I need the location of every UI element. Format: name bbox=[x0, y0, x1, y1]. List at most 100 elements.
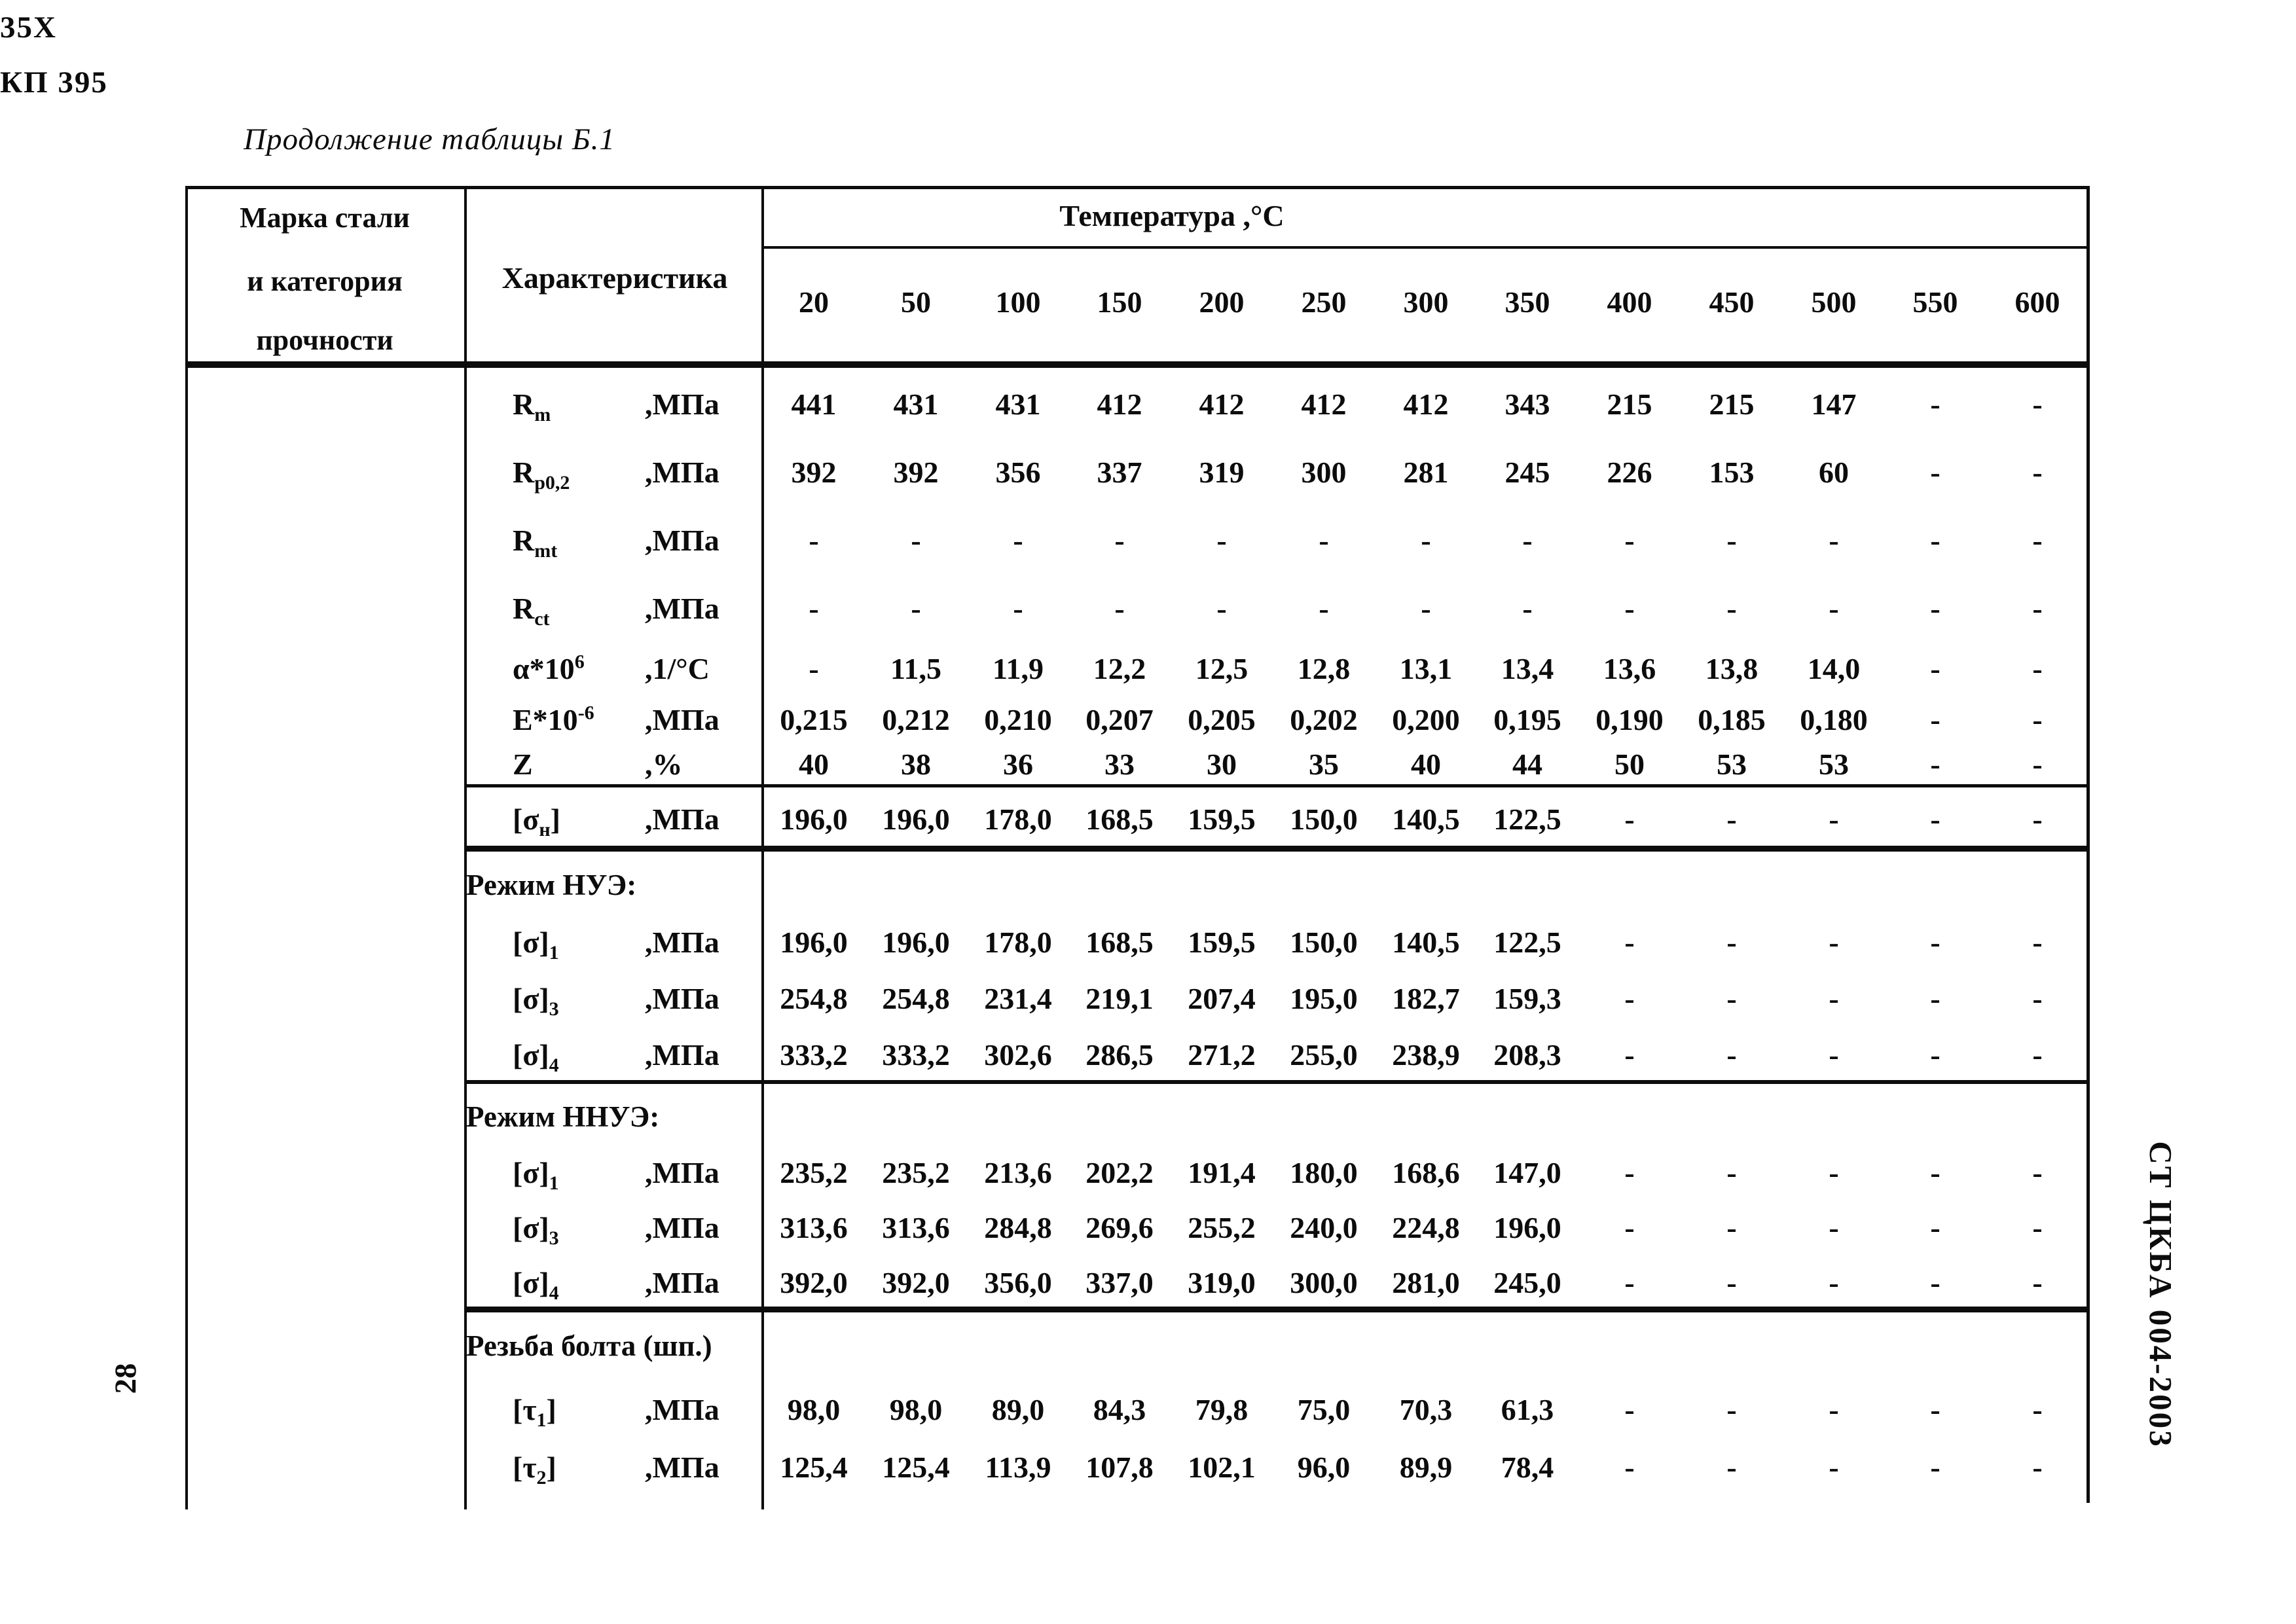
value-cell: - bbox=[1624, 1393, 1635, 1426]
value-cell: 53 bbox=[1717, 748, 1747, 781]
characteristic-unit: ,МПа bbox=[645, 388, 720, 421]
value-cell: - bbox=[1013, 524, 1023, 557]
value-cell: 0,207 bbox=[1085, 703, 1154, 736]
value-cell: - bbox=[1930, 1451, 1941, 1484]
value-cell: 40 bbox=[1411, 748, 1441, 781]
value-cell: - bbox=[1726, 1156, 1737, 1189]
value-cell: 13,6 bbox=[1603, 652, 1656, 685]
characteristic-symbol: Rmt bbox=[513, 513, 557, 568]
characteristic-symbol: [σ]3 bbox=[513, 1200, 559, 1255]
value-cell: 412 bbox=[1199, 388, 1245, 421]
value-cell: 98,0 bbox=[889, 1393, 943, 1426]
divider-nue-nnue bbox=[464, 1080, 2088, 1084]
characteristic-symbol: [σ]4 bbox=[513, 1028, 559, 1083]
value-cell: 191,4 bbox=[1188, 1156, 1256, 1189]
value-cell: 0,205 bbox=[1188, 703, 1256, 736]
value-cell: 178,0 bbox=[984, 926, 1052, 959]
value-cell: 245 bbox=[1504, 456, 1550, 489]
header-bottom-border bbox=[185, 361, 2088, 368]
value-cell: - bbox=[1726, 926, 1737, 959]
value-cell: 333,2 bbox=[882, 1038, 950, 1072]
symbol-subscript: 4 bbox=[549, 1055, 559, 1077]
divider-nnue-thread bbox=[464, 1307, 2088, 1312]
value-cell: 40 bbox=[799, 748, 829, 781]
value-cell: 0,202 bbox=[1290, 703, 1358, 736]
value-cell: - bbox=[2032, 982, 2043, 1015]
value-cell: 392,0 bbox=[780, 1266, 848, 1299]
value-cell: - bbox=[1930, 456, 1941, 489]
symbol-base: R bbox=[513, 592, 535, 625]
characteristic-unit: ,МПа bbox=[645, 1451, 720, 1484]
value-cell: 75,0 bbox=[1297, 1393, 1351, 1426]
value-cell: 150,0 bbox=[1290, 803, 1358, 836]
value-cell: - bbox=[1624, 982, 1635, 1015]
value-cell: - bbox=[1013, 592, 1023, 625]
value-cell: 271,2 bbox=[1188, 1038, 1256, 1072]
value-cell: - bbox=[1319, 524, 1329, 557]
value-cell: 196,0 bbox=[780, 803, 848, 836]
value-cell: - bbox=[1624, 803, 1635, 836]
value-cell: 337,0 bbox=[1085, 1266, 1154, 1299]
value-cell: 11,9 bbox=[993, 652, 1044, 685]
characteristic-unit: ,МПа bbox=[645, 1156, 720, 1189]
value-cell: 0,190 bbox=[1595, 703, 1664, 736]
characteristic-symbol: Rp0,2 bbox=[513, 445, 570, 500]
value-cell: 61,3 bbox=[1501, 1393, 1554, 1426]
characteristic-symbol: α*106 bbox=[513, 641, 585, 696]
value-cell: 431 bbox=[893, 388, 939, 421]
characteristic-unit: ,МПа bbox=[645, 703, 720, 736]
value-cell: 153 bbox=[1709, 456, 1755, 489]
value-cell: 125,4 bbox=[780, 1451, 848, 1484]
symbol-subscript: 2 bbox=[536, 1467, 547, 1489]
value-cell: 12,8 bbox=[1297, 652, 1351, 685]
document-code-vertical: СТ ЦКБА 004-2003 bbox=[2143, 1141, 2179, 1449]
value-cell: - bbox=[911, 592, 921, 625]
value-cell: - bbox=[1930, 748, 1941, 781]
value-cell: 412 bbox=[1403, 388, 1449, 421]
temperature-column-header: 150 bbox=[1097, 285, 1142, 319]
symbol-close: ] bbox=[546, 1393, 556, 1426]
value-cell: - bbox=[2032, 1393, 2043, 1426]
symbol-subscript: 1 bbox=[536, 1409, 547, 1432]
temp-header-divider bbox=[763, 246, 2088, 249]
temperature-column-header: 100 bbox=[995, 285, 1041, 319]
value-cell: - bbox=[1829, 982, 1839, 1015]
value-cell: 235,2 bbox=[780, 1156, 848, 1189]
value-cell: 98,0 bbox=[787, 1393, 841, 1426]
value-cell: - bbox=[1930, 524, 1941, 557]
value-cell: 168,5 bbox=[1085, 803, 1154, 836]
value-cell: 0,180 bbox=[1800, 703, 1868, 736]
symbol-base: [σ] bbox=[513, 1038, 549, 1072]
value-cell: 392 bbox=[791, 456, 837, 489]
value-cell: 196,0 bbox=[882, 926, 950, 959]
temperature-column-header: 20 bbox=[799, 285, 829, 319]
value-cell: 70,3 bbox=[1399, 1393, 1453, 1426]
value-cell: 0,215 bbox=[780, 703, 848, 736]
table-right-border bbox=[2086, 186, 2090, 1503]
value-cell: 33 bbox=[1104, 748, 1135, 781]
characteristic-symbol: [σн] bbox=[513, 792, 560, 847]
symbol-superscript: 6 bbox=[574, 651, 585, 673]
value-cell: - bbox=[1930, 592, 1941, 625]
value-cell: - bbox=[1930, 1156, 1941, 1189]
value-cell: 333,2 bbox=[780, 1038, 848, 1072]
value-cell: 412 bbox=[1097, 388, 1142, 421]
value-cell: 180,0 bbox=[1290, 1156, 1358, 1189]
value-cell: - bbox=[1624, 592, 1635, 625]
value-cell: 84,3 bbox=[1093, 1393, 1146, 1426]
symbol-subscript: ct bbox=[534, 608, 550, 630]
symbol-base: [τ bbox=[513, 1393, 537, 1426]
value-cell: 60 bbox=[1819, 456, 1849, 489]
symbol-subscript: p0,2 bbox=[534, 472, 570, 494]
temperature-column-header: 350 bbox=[1504, 285, 1550, 319]
value-cell: - bbox=[1930, 1038, 1941, 1072]
value-cell: - bbox=[1624, 1038, 1635, 1072]
section-label: Режим ННУЭ: bbox=[466, 1100, 660, 1133]
value-cell: - bbox=[1829, 803, 1839, 836]
value-cell: 0,185 bbox=[1698, 703, 1766, 736]
symbol-base: Z bbox=[513, 748, 533, 781]
characteristic-unit: ,МПа bbox=[645, 456, 720, 489]
symbol-superscript: -6 bbox=[577, 702, 594, 724]
value-cell: 50 bbox=[1614, 748, 1645, 781]
